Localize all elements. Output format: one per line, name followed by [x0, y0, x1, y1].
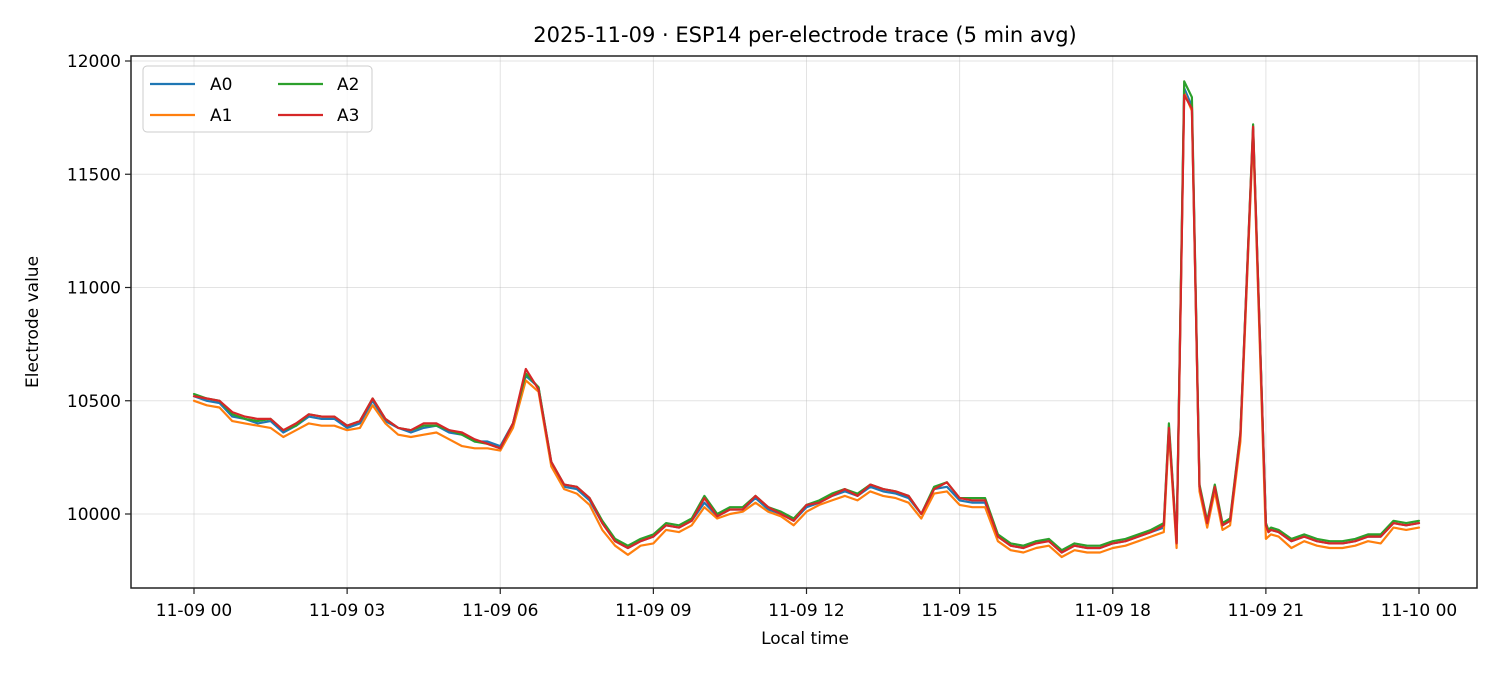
x-tick-label: 11-09 00 [156, 601, 232, 621]
legend-label-a1: A1 [210, 106, 232, 126]
y-tick-label: 12000 [67, 52, 121, 72]
y-axis: 10000 10500 11000 11500 12000 [67, 52, 131, 525]
data-series [192, 80, 1421, 559]
y-tick-label: 10000 [67, 505, 121, 525]
x-axis-label: Local time [761, 629, 849, 649]
x-tick-label: 11-09 06 [462, 601, 538, 621]
x-tick-label: 11-09 21 [1228, 601, 1304, 621]
legend: A0 A1 A2 A3 [142, 65, 373, 133]
x-tick-label: 11-09 09 [615, 601, 691, 621]
series-line-a1 [192, 91, 1421, 559]
legend-label-a2: A2 [337, 75, 359, 95]
plot-frame [130, 55, 1478, 589]
y-tick-label: 11500 [67, 165, 121, 185]
x-tick-label: 11-10 00 [1381, 601, 1457, 621]
y-tick-label: 11000 [67, 279, 121, 299]
x-tick-label: 11-09 12 [768, 601, 844, 621]
x-axis: 11-09 00 11-09 03 11-09 06 11-09 09 11-09 12… [156, 588, 1457, 621]
series-line-a3 [192, 93, 1421, 554]
x-tick-label: 11-09 15 [921, 601, 997, 621]
y-tick-label: 10500 [67, 392, 121, 412]
legend-label-a3: A3 [337, 106, 359, 126]
legend-label-a0: A0 [210, 75, 232, 95]
chart-title: 2025-11-09 · ESP14 per-electrode trace (… [533, 23, 1076, 47]
x-tick-label: 11-09 18 [1075, 601, 1151, 621]
x-tick-label: 11-09 03 [309, 601, 385, 621]
y-axis-label: Electrode value [23, 256, 43, 388]
